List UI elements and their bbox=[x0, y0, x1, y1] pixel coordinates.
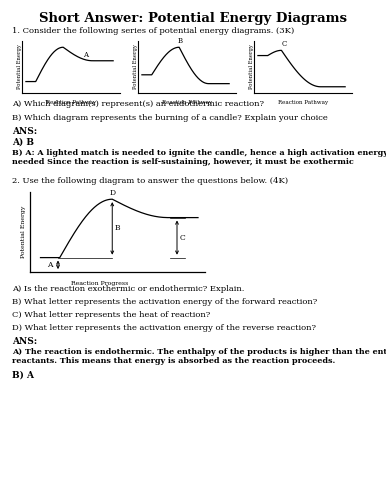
Text: A) The reaction is endothermic. The enthalpy of the products is higher than the : A) The reaction is endothermic. The enth… bbox=[12, 348, 386, 365]
Text: A: A bbox=[83, 50, 88, 58]
Text: Reaction Pathway: Reaction Pathway bbox=[278, 100, 328, 105]
Text: C: C bbox=[180, 234, 186, 241]
Text: B) Which diagram represents the burning of a candle? Explain your choice: B) Which diagram represents the burning … bbox=[12, 114, 328, 122]
Text: C) What letter represents the heat of reaction?: C) What letter represents the heat of re… bbox=[12, 311, 210, 319]
Text: B: B bbox=[114, 224, 120, 232]
Text: Reaction Progress: Reaction Progress bbox=[71, 281, 129, 286]
Text: B) What letter represents the activation energy of the forward reaction?: B) What letter represents the activation… bbox=[12, 298, 317, 306]
Text: ANS:: ANS: bbox=[12, 337, 37, 346]
Text: Short Answer: Potential Energy Diagrams: Short Answer: Potential Energy Diagrams bbox=[39, 12, 347, 25]
Text: A) Is the reaction exothermic or endothermic? Explain.: A) Is the reaction exothermic or endothe… bbox=[12, 285, 244, 293]
Text: D) What letter represents the activation energy of the reverse reaction?: D) What letter represents the activation… bbox=[12, 324, 316, 332]
Text: B) A: A lighted match is needed to ignite the candle, hence a high activation en: B) A: A lighted match is needed to ignit… bbox=[12, 149, 386, 166]
Text: A: A bbox=[47, 261, 53, 269]
Text: Reaction Pathway: Reaction Pathway bbox=[162, 100, 212, 105]
Text: Potential Energy: Potential Energy bbox=[249, 44, 254, 90]
Text: B: B bbox=[177, 37, 182, 45]
Text: Potential Energy: Potential Energy bbox=[17, 44, 22, 90]
Text: 1. Consider the following series of potential energy diagrams. (3K): 1. Consider the following series of pote… bbox=[12, 27, 294, 35]
Text: A) B: A) B bbox=[12, 138, 34, 147]
Text: Reaction Pathway: Reaction Pathway bbox=[46, 100, 96, 105]
Text: Potential Energy: Potential Energy bbox=[132, 44, 137, 90]
Text: ANS:: ANS: bbox=[12, 127, 37, 136]
Text: A) Which diagram(s) represent(s) an endothermic reaction?: A) Which diagram(s) represent(s) an endo… bbox=[12, 100, 264, 108]
Text: 2. Use the following diagram to answer the questions below. (4K): 2. Use the following diagram to answer t… bbox=[12, 177, 288, 185]
Text: B) A: B) A bbox=[12, 371, 34, 380]
Text: Potential Energy: Potential Energy bbox=[22, 206, 27, 258]
Text: C: C bbox=[281, 40, 287, 48]
Text: D: D bbox=[109, 189, 115, 197]
